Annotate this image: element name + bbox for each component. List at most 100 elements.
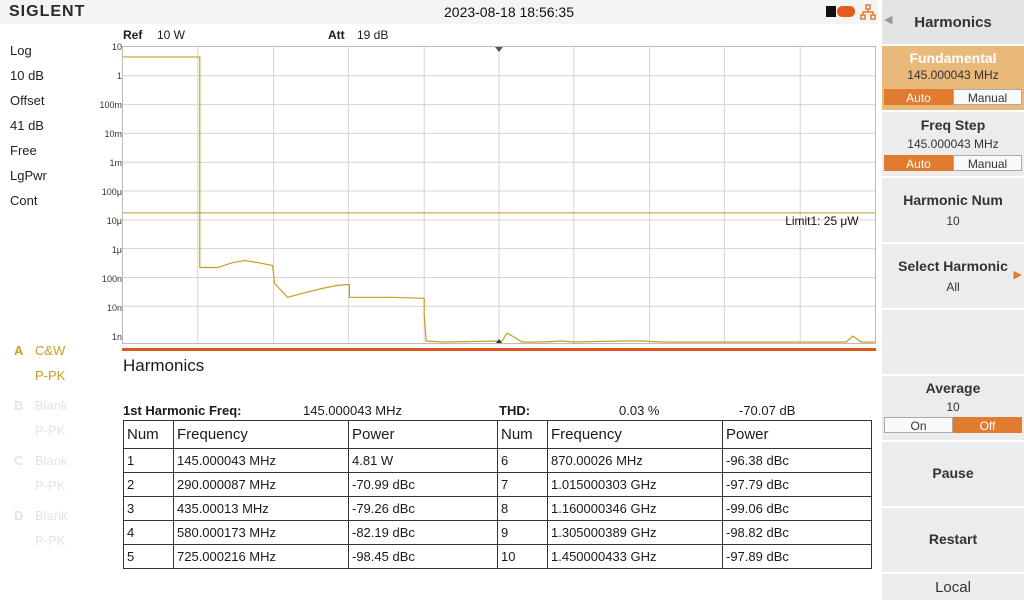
table-header-row: Num Frequency Power Num Frequency Power <box>123 420 872 449</box>
trace-a-mode[interactable]: C&W <box>35 343 66 358</box>
trace-d-detector: P-PK <box>35 533 66 548</box>
fundamental-auto-option[interactable]: Auto <box>884 89 953 105</box>
trace-c-mode[interactable]: Blank <box>35 453 68 468</box>
cell-power: -98.82 dBc <box>722 520 872 545</box>
header-power: Power <box>722 420 872 449</box>
offset-label: Offset <box>10 93 45 108</box>
y-tick-label: 10m <box>104 129 122 139</box>
usb-storage-icon <box>826 6 836 17</box>
harmonic-num-label: Harmonic Num <box>903 192 1003 208</box>
cell-num: 8 <box>497 496 548 521</box>
cell-power: -98.45 dBc <box>348 544 498 569</box>
select-harmonic-value: All <box>946 280 960 294</box>
table-row: 3 435.00013 MHz -79.26 dBc 8 1.160000346… <box>123 496 872 521</box>
average-value: 10 <box>946 400 960 414</box>
detector-label: LgPwr <box>10 168 47 183</box>
y-tick-label: 10μ <box>106 216 122 226</box>
average-label: Average <box>925 380 981 396</box>
trace-b-letter[interactable]: B <box>14 398 24 413</box>
cell-num: 10 <box>497 544 548 569</box>
local-label: Local <box>935 579 971 596</box>
table-row: 5 725.000216 MHz -98.45 dBc 10 1.4500004… <box>123 544 872 569</box>
first-harmonic-freq-value: 145.000043 MHz <box>303 403 403 418</box>
att-label: Att <box>328 28 345 42</box>
local-button[interactable]: Local <box>882 574 1024 600</box>
select-harmonic-key[interactable]: Select Harmonic All ▶ <box>882 244 1024 310</box>
trace-d-mode[interactable]: Blank <box>35 508 68 523</box>
y-tick-label: 1μ <box>111 245 122 255</box>
cell-frequency: 290.000087 MHz <box>173 472 349 497</box>
average-on-option[interactable]: On <box>884 417 953 433</box>
trace-a-line <box>123 56 875 343</box>
cell-frequency: 725.000216 MHz <box>173 544 349 569</box>
harmonic-num-key[interactable]: Harmonic Num 10 <box>882 178 1024 244</box>
offset-value: 41 dB <box>10 118 44 133</box>
fundamental-key[interactable]: Fundamental 145.000043 MHz Auto Manual <box>882 46 1024 112</box>
average-toggle[interactable]: On Off <box>884 417 1022 433</box>
fundamental-value: 145.000043 MHz <box>907 68 999 82</box>
empty-key <box>882 310 1024 376</box>
thd-percent: 0.03 % <box>619 403 660 418</box>
table-row: 2 290.000087 MHz -70.99 dBc 7 1.01500030… <box>123 472 872 497</box>
cell-power: -99.06 dBc <box>722 496 872 521</box>
cell-num: 4 <box>123 520 174 545</box>
freq-step-toggle[interactable]: Auto Manual <box>884 155 1022 171</box>
y-tick-label: 100n <box>101 274 122 284</box>
back-arrow-icon[interactable]: ◀ <box>884 14 893 26</box>
header-num: Num <box>123 420 174 449</box>
cell-num: 3 <box>123 496 174 521</box>
y-tick-label: 1 <box>116 71 122 81</box>
cell-frequency: 145.000043 MHz <box>173 448 349 473</box>
submenu-arrow-icon: ▶ <box>1013 269 1022 281</box>
datetime: 2023-08-18 18:56:35 <box>444 4 574 20</box>
harmonics-table: Num Frequency Power Num Frequency Power … <box>123 420 872 569</box>
cell-num: 6 <box>497 448 548 473</box>
ref-value[interactable]: 10 W <box>157 28 186 42</box>
sweep-mode-label: Cont <box>10 193 38 208</box>
cell-frequency: 435.00013 MHz <box>173 496 349 521</box>
freq-step-auto-option[interactable]: Auto <box>884 155 953 171</box>
fundamental-toggle[interactable]: Auto Manual <box>884 89 1022 105</box>
trace-a-detector: P-PK <box>35 368 66 383</box>
cell-power: -96.38 dBc <box>722 448 872 473</box>
brand-logo: SIGLENT <box>9 3 86 20</box>
cell-power: -82.19 dBc <box>348 520 498 545</box>
average-off-option[interactable]: Off <box>953 417 1022 433</box>
restart-button[interactable]: Restart <box>882 508 1024 574</box>
average-key[interactable]: Average 10 On Off <box>882 376 1024 442</box>
trace-b-mode[interactable]: Blank <box>35 398 68 413</box>
header-frequency: Frequency <box>173 420 349 449</box>
graph-grid <box>123 47 875 343</box>
spectrum-graph[interactable]: Limit1: 25 μW <box>122 46 876 344</box>
harmonics-title: Harmonics <box>123 356 205 375</box>
cell-num: 5 <box>123 544 174 569</box>
header-frequency: Frequency <box>547 420 723 449</box>
header-power: Power <box>348 420 498 449</box>
cell-num: 2 <box>123 472 174 497</box>
cell-num: 9 <box>497 520 548 545</box>
thd-label: THD: <box>499 403 531 418</box>
freq-step-key[interactable]: Freq Step 145.000043 MHz Auto Manual <box>882 112 1024 178</box>
select-harmonic-label: Select Harmonic <box>898 258 1008 274</box>
freq-step-manual-option[interactable]: Manual <box>953 155 1022 171</box>
trace-a-letter[interactable]: A <box>14 343 24 358</box>
pause-button[interactable]: Pause <box>882 442 1024 508</box>
top-status-bar: SIGLENT 2023-08-18 18:56:35 <box>0 0 878 24</box>
att-value[interactable]: 19 dB <box>357 28 389 42</box>
fundamental-manual-option[interactable]: Manual <box>953 89 1022 105</box>
cell-power: -79.26 dBc <box>348 496 498 521</box>
softkey-panel: ◀ Harmonics Fundamental 145.000043 MHz A… <box>882 0 1024 600</box>
usb-connection-icon <box>837 6 855 17</box>
header-num: Num <box>497 420 548 449</box>
trace-c-letter[interactable]: C <box>14 453 24 468</box>
cell-frequency: 580.000173 MHz <box>173 520 349 545</box>
first-harmonic-freq-label: 1st Harmonic Freq: <box>123 403 242 418</box>
thd-db: -70.07 dB <box>739 403 796 418</box>
y-tick-label: 100m <box>99 100 122 110</box>
freq-step-value: 145.000043 MHz <box>907 137 999 151</box>
y-tick-label: 10 <box>111 42 122 52</box>
trace-d-letter[interactable]: D <box>14 508 24 523</box>
marker-bottom-icon <box>496 339 502 343</box>
cell-frequency: 870.00026 MHz <box>547 448 723 473</box>
limit-label: Limit1: 25 μW <box>785 214 859 228</box>
